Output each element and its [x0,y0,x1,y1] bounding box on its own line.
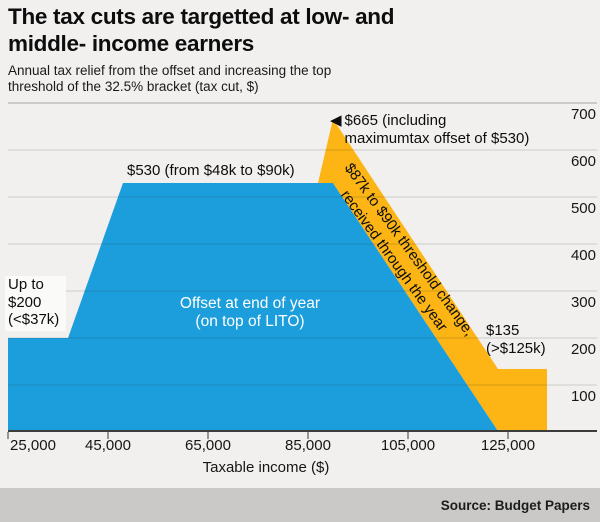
source-text: Source: Budget Papers [440,497,590,513]
gridlines [8,102,597,386]
x-axis-title: Taxable income ($) [202,459,330,476]
x-tick-label: 25,000 [10,437,56,454]
annotation-offset-inside: Offset at end of year (on top of LITO) [179,295,321,331]
y-tick-label: 200 [570,341,596,358]
x-tick-label: 65,000 [185,437,231,454]
y-tick-label: 100 [570,388,596,405]
annotation-530-plateau: $530 (from $48k to $90k) [127,162,295,179]
y-tick-label: 600 [570,153,596,170]
chart-title: The tax cuts are targetted at low- and m… [8,4,395,57]
y-tick-label: 500 [570,200,596,217]
x-axis-ticks [7,432,509,439]
x-tick-label: 105,000 [380,437,436,454]
chart-subtitle: Annual tax relief from the offset and in… [8,63,332,95]
annotation-135-tail: $135 (>$125k) [486,322,546,357]
y-tick-label: 700 [570,106,596,123]
offset-area-blue [8,183,498,431]
arrow-left-icon: ◀ [330,112,342,129]
annotation-665-peak: ◀ $665 (including maximumtax offset of $… [330,112,529,149]
y-tick-label: 300 [570,294,596,311]
annotation-up-to-200: Up to $200 (<$37k) [5,276,67,332]
x-tick-label: 125,000 [480,437,536,454]
source-bar: Source: Budget Papers [0,488,600,522]
annotation-665-text: $665 (including maximumtax offset of $53… [344,112,530,148]
threshold-area-yellow [318,119,547,431]
y-tick-label: 400 [570,247,596,264]
x-tick-label: 45,000 [85,437,131,454]
x-tick-label: 85,000 [285,437,331,454]
plot-area [7,102,597,439]
